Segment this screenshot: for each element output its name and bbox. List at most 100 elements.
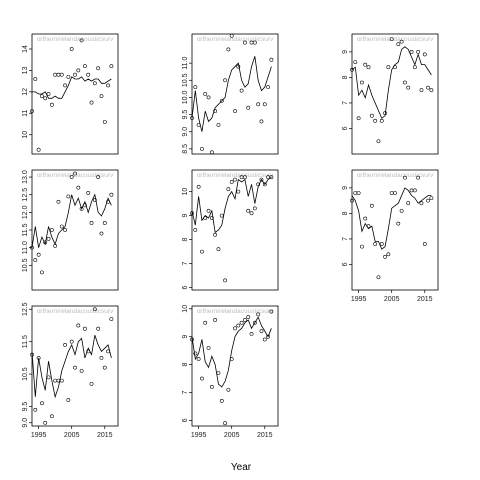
- data-point-observed: [213, 109, 218, 114]
- data-point-observed: [252, 320, 257, 325]
- data-point-observed: [49, 102, 54, 107]
- x-axis-title: Year: [231, 462, 252, 473]
- data-point-observed: [262, 337, 267, 342]
- data-point-observed: [252, 206, 257, 211]
- data-point-observed: [209, 216, 214, 220]
- data-point-observed: [200, 376, 204, 381]
- series-line-fitted: [351, 46, 432, 119]
- y-tick-label: 9: [342, 50, 349, 54]
- data-point-observed: [83, 64, 87, 69]
- y-tick-label: 8: [342, 211, 349, 215]
- data-point-observed: [223, 78, 227, 83]
- data-point-observed: [226, 187, 231, 192]
- x-tick-label: 1995: [31, 432, 47, 439]
- data-point-observed: [96, 66, 101, 71]
- data-point-observed: [209, 150, 214, 155]
- chart-panel: orthernIrelandacousticsurv 10.5 11.0 11.5 12…: [22, 169, 119, 291]
- data-point-observed: [269, 175, 274, 180]
- panel-frame: [351, 169, 439, 291]
- data-point-observed: [79, 206, 84, 211]
- panel-frame: [351, 33, 439, 155]
- data-point-observed: [226, 387, 231, 392]
- data-point-observed: [363, 62, 368, 67]
- series-line-fitted: [191, 56, 272, 132]
- y-tick-label: 13: [22, 66, 29, 74]
- data-point-observed: [393, 191, 397, 195]
- data-point-observed: [66, 74, 71, 79]
- data-point-observed: [363, 216, 368, 221]
- data-point-observed: [262, 182, 267, 187]
- data-point-observed: [360, 244, 364, 249]
- data-point-observed: [109, 192, 114, 197]
- data-point-observed: [406, 201, 411, 206]
- data-point-observed: [203, 92, 208, 96]
- data-point-observed: [46, 92, 51, 96]
- data-point-observed: [76, 68, 81, 73]
- x-tick-label: 1995: [191, 432, 207, 439]
- data-point-observed: [200, 249, 204, 254]
- x-tick-label: 2015: [417, 296, 433, 303]
- data-point-observed: [269, 57, 274, 62]
- data-point-observed: [256, 102, 261, 107]
- data-point-observed: [369, 203, 374, 208]
- y-tick-label: 10: [182, 188, 189, 196]
- y-tick-label: 9: [342, 186, 349, 190]
- y-tick-label: 11.0: [182, 56, 189, 69]
- y-tick-label: 8: [182, 238, 189, 242]
- data-point-observed: [259, 329, 264, 334]
- data-point-observed: [73, 72, 77, 77]
- data-point-observed: [223, 278, 227, 283]
- data-point-observed: [246, 105, 251, 110]
- data-point-observed: [243, 175, 247, 180]
- data-point-observed: [246, 315, 251, 320]
- y-tick-label: 12.0: [22, 205, 29, 219]
- data-point-observed: [249, 211, 254, 216]
- data-point-observed: [96, 175, 101, 179]
- data-point-observed: [233, 177, 237, 182]
- y-tick-label: 6: [342, 262, 349, 266]
- data-point-observed: [193, 228, 198, 232]
- y-tick-label: 6: [182, 418, 189, 422]
- data-point-observed: [373, 118, 378, 123]
- data-point-observed: [99, 231, 104, 236]
- data-point-observed: [383, 254, 387, 259]
- data-point-observed: [399, 208, 404, 213]
- data-point-observed: [89, 381, 94, 386]
- data-point-observed: [63, 228, 67, 232]
- y-tick-label: 7: [342, 237, 349, 241]
- panel-title: orthernIrelandacousticsurv: [197, 36, 274, 43]
- data-point-observed: [193, 85, 198, 90]
- series-line-fitted: [191, 176, 272, 234]
- data-point-observed: [49, 228, 54, 232]
- data-point-observed: [269, 309, 274, 314]
- data-point-observed: [59, 224, 64, 229]
- data-point-observed: [92, 198, 97, 202]
- data-point-observed: [73, 171, 77, 176]
- data-point-observed: [229, 180, 234, 184]
- series-line-fitted: [351, 187, 432, 250]
- data-point-observed: [249, 332, 254, 336]
- data-point-observed: [79, 38, 84, 43]
- data-point-observed: [206, 345, 211, 350]
- data-point-observed: [83, 326, 87, 331]
- y-tick-label: 13.0: [22, 170, 29, 184]
- data-point-observed: [259, 177, 264, 182]
- data-point-observed: [243, 40, 247, 45]
- y-tick-label: 9: [182, 214, 189, 218]
- data-point-observed: [76, 185, 81, 190]
- series-line-fitted: [32, 76, 112, 99]
- data-point-observed: [200, 146, 204, 151]
- chart-panel: orthernIrelandacousticsurv 10 11 12 13 14: [22, 33, 119, 155]
- data-point-observed: [213, 318, 218, 322]
- panel-title: orthernIrelandacousticsurv: [197, 172, 274, 179]
- data-point-observed: [386, 65, 391, 70]
- data-point-observed: [416, 175, 421, 180]
- data-point-observed: [76, 323, 81, 328]
- data-point-observed: [33, 407, 38, 412]
- data-point-observed: [102, 119, 107, 124]
- data-point-observed: [226, 47, 231, 52]
- data-point-observed: [233, 109, 237, 114]
- data-point-observed: [86, 72, 91, 77]
